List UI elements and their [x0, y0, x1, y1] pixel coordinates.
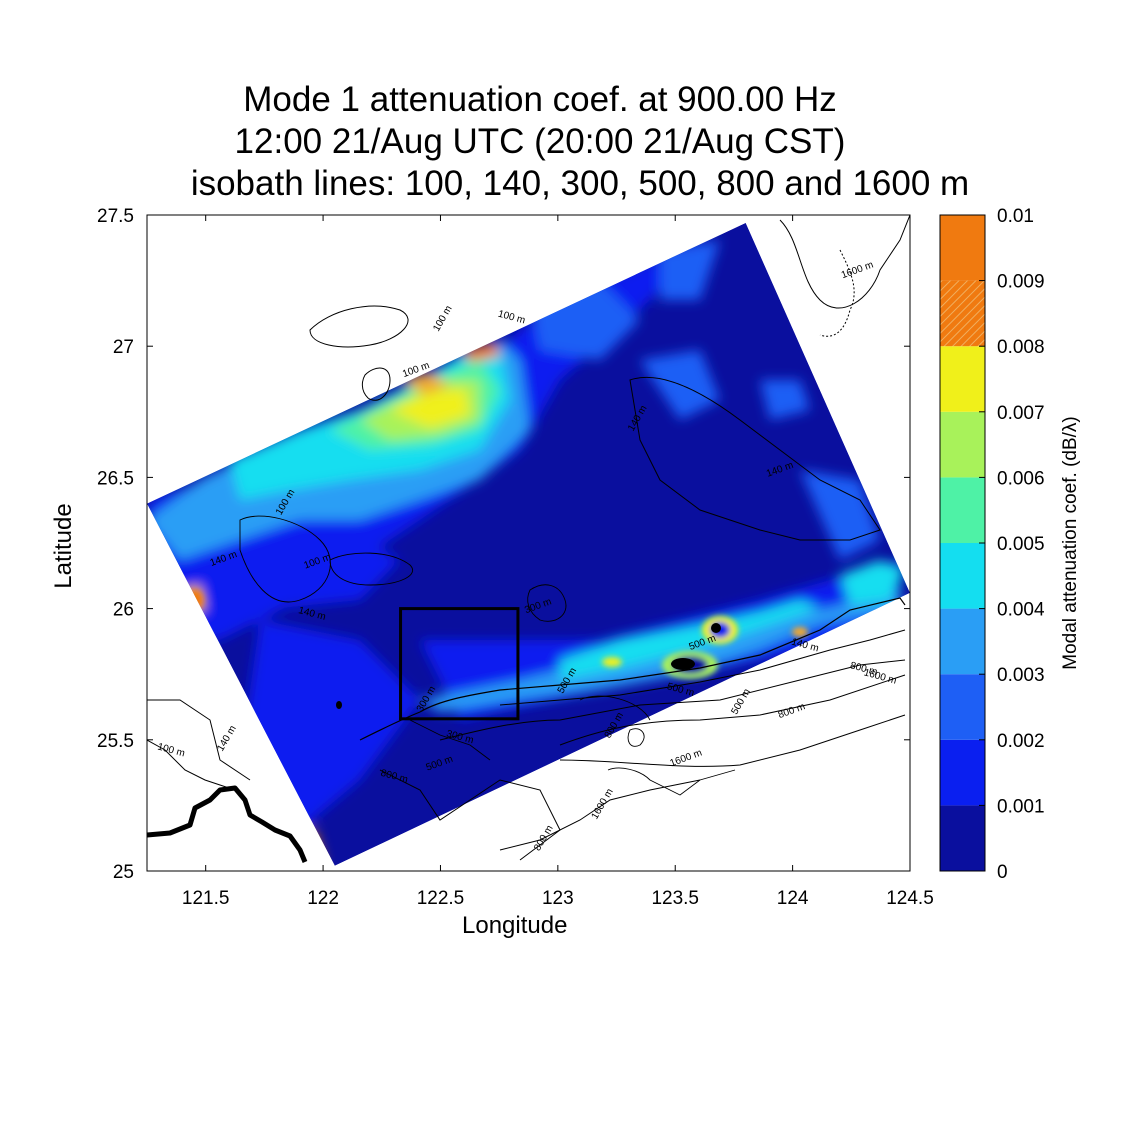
x-tick-label: 123.5: [651, 888, 699, 909]
y-tick-label: 27: [113, 337, 134, 358]
isobath-label: 500 m: [729, 687, 752, 717]
x-tick-label: 122.5: [417, 888, 465, 909]
colorbar-tick-label: 0: [997, 862, 1008, 883]
colorbar-tick-label: 0.009: [997, 272, 1045, 293]
coastline: [147, 785, 308, 863]
isobath-label: 140 m: [790, 637, 820, 655]
x-axis-ticks: 121.5 122 122.5 123 123.5 124 124.5: [182, 215, 934, 909]
colorbar-level: [940, 543, 985, 609]
y-tick-label: 25.5: [97, 731, 134, 752]
colorbar-level: [940, 674, 985, 740]
colorbar-level: [940, 411, 985, 478]
isobath-label: 800 m: [532, 823, 555, 853]
y-tick-label: 26.5: [97, 468, 134, 489]
colorbar-level: [940, 608, 985, 675]
colorbar-level: [940, 477, 985, 543]
x-tick-label: 121.5: [182, 888, 230, 909]
colorbar-label: Modal attenuation coef. (dB/λ): [1060, 416, 1081, 669]
colorbar-tick-label: 0.004: [997, 600, 1045, 621]
isobath-label: 140 m: [215, 724, 238, 754]
x-tick-label: 122: [307, 888, 339, 909]
colorbar-level: [940, 346, 985, 412]
colorbar-level: [940, 215, 985, 281]
colorbar-tick-label: 0.01: [997, 206, 1034, 227]
study-area-box: [399, 607, 520, 721]
colorbar-tick-label: 0.006: [997, 468, 1045, 489]
colorbar-tick-label: 0.003: [997, 665, 1045, 686]
land-contours: [147, 215, 910, 863]
y-tick-label: 25: [113, 862, 134, 883]
colorbar-level: [940, 739, 985, 806]
chart-title-line-2: 12:00 21/Aug UTC (20:00 21/Aug CST): [234, 122, 846, 161]
isobath-label: 1600 m: [590, 787, 616, 821]
isobath-label: 100 m: [497, 309, 527, 327]
chart-title-line-3: isobath lines: 100, 140, 300, 500, 800 a…: [190, 164, 970, 203]
colorbar-level: [940, 280, 985, 347]
isobath-label: 800 m: [777, 701, 807, 721]
chart-title-line-1: Mode 1 attenuation coef. at 900.00 Hz: [243, 80, 837, 119]
colorbar-tick-label: 0.001: [997, 796, 1045, 817]
y-axis-ticks: 25 25.5 26 26.5 27 27.5: [97, 206, 910, 883]
colorbar-tick-label: 0.005: [997, 534, 1045, 555]
x-tick-label: 124.5: [886, 888, 934, 909]
isobath-label: 1600 m: [840, 260, 875, 282]
isobath-label: 100 m: [431, 304, 454, 334]
colorbar-level: [940, 805, 985, 871]
y-tick-label: 26: [113, 600, 134, 621]
colorbar-tick-label: 0.002: [997, 731, 1045, 752]
y-tick-label: 27.5: [97, 206, 134, 227]
colorbar-tick-label: 0.008: [997, 337, 1045, 358]
colorbar-tick-label: 0.007: [997, 403, 1045, 424]
x-tick-label: 124: [777, 888, 809, 909]
colorbar: 0 0.001 0.002 0.003 0.004 0.005 0.006 0.007 0.00…: [939, 206, 1045, 883]
plot-frame: [146, 214, 911, 872]
x-axis-label: Longitude: [462, 912, 568, 939]
heatmap-field: [147, 222, 910, 866]
x-tick-label: 123: [542, 888, 574, 909]
